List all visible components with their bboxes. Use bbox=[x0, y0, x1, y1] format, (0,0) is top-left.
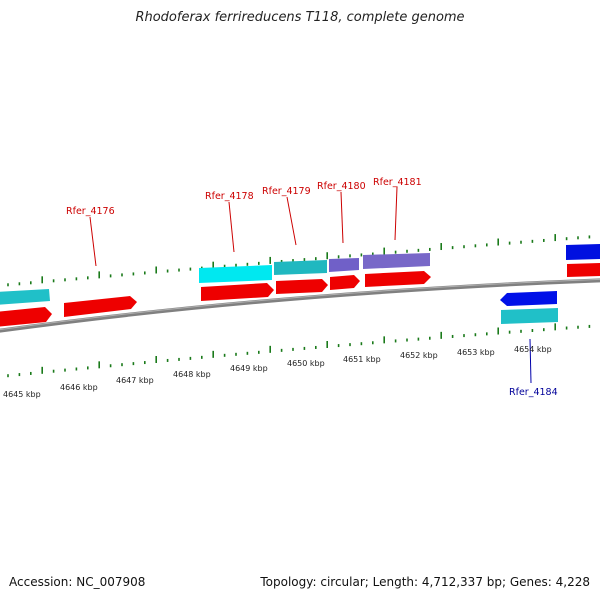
gene-label-rfer-4178: Rfer_4178 bbox=[205, 191, 254, 202]
cds-arrow-4180 bbox=[330, 275, 360, 290]
cds-arrow-left bbox=[0, 307, 52, 327]
genome-summary-text: Topology: circular; Length: 4,712,337 bp… bbox=[260, 575, 590, 589]
scale-labels: 4645 kbp 4646 kbp 4647 kbp 4648 kbp 4649… bbox=[3, 345, 552, 399]
gene-labels: Rfer_4176 Rfer_4178 Rfer_4179 Rfer_4180 … bbox=[66, 177, 558, 398]
feature-blue-right bbox=[566, 244, 600, 260]
scale-label: 4651 kbp bbox=[343, 355, 381, 364]
feature-cyan-left bbox=[0, 289, 50, 305]
scale-label: 4647 kbp bbox=[116, 376, 154, 385]
gene-label-rfer-4180: Rfer_4180 bbox=[317, 181, 366, 192]
accession-text: Accession: NC_007908 bbox=[9, 575, 146, 589]
genome-backbone bbox=[0, 278, 600, 333]
scale-label: 4649 kbp bbox=[230, 364, 268, 373]
gene-label-rfer-4176: Rfer_4176 bbox=[66, 206, 115, 217]
forward-features bbox=[0, 244, 600, 327]
scale-label: 4648 kbp bbox=[173, 370, 211, 379]
feature-cyan-4184 bbox=[501, 308, 558, 324]
scale-label: 4645 kbp bbox=[3, 390, 41, 399]
scale-label: 4646 kbp bbox=[60, 383, 98, 392]
feature-purple-4180 bbox=[329, 258, 359, 272]
cds-arrow-right bbox=[567, 263, 600, 277]
feature-cyan-4179 bbox=[274, 260, 327, 275]
genome-backbone-highlight bbox=[0, 278, 600, 331]
map-title: Rhodoferax ferrireducens T118, complete … bbox=[135, 10, 465, 25]
label-leaders bbox=[89, 186, 532, 384]
cds-arrow-4176 bbox=[64, 296, 137, 317]
cds-arrow-4178 bbox=[201, 283, 274, 301]
scale-label: 4653 kbp bbox=[457, 348, 495, 357]
scale-label: 4652 kbp bbox=[400, 351, 438, 360]
gene-label-rfer-4184: Rfer_4184 bbox=[509, 387, 558, 398]
lower-tick-row bbox=[7, 323, 591, 378]
gene-label-rfer-4179: Rfer_4179 bbox=[262, 186, 311, 197]
scale-label: 4650 kbp bbox=[287, 359, 325, 368]
cds-arrow-4181 bbox=[365, 271, 431, 287]
gene-label-rfer-4181: Rfer_4181 bbox=[373, 177, 422, 188]
feature-cyan-4178 bbox=[199, 265, 272, 283]
cds-arrow-4179 bbox=[276, 279, 328, 294]
reverse-features bbox=[500, 291, 558, 324]
feature-purple-4181 bbox=[363, 253, 430, 269]
cds-arrow-4184 bbox=[500, 291, 557, 306]
scale-label: 4654 kbp bbox=[514, 345, 552, 354]
